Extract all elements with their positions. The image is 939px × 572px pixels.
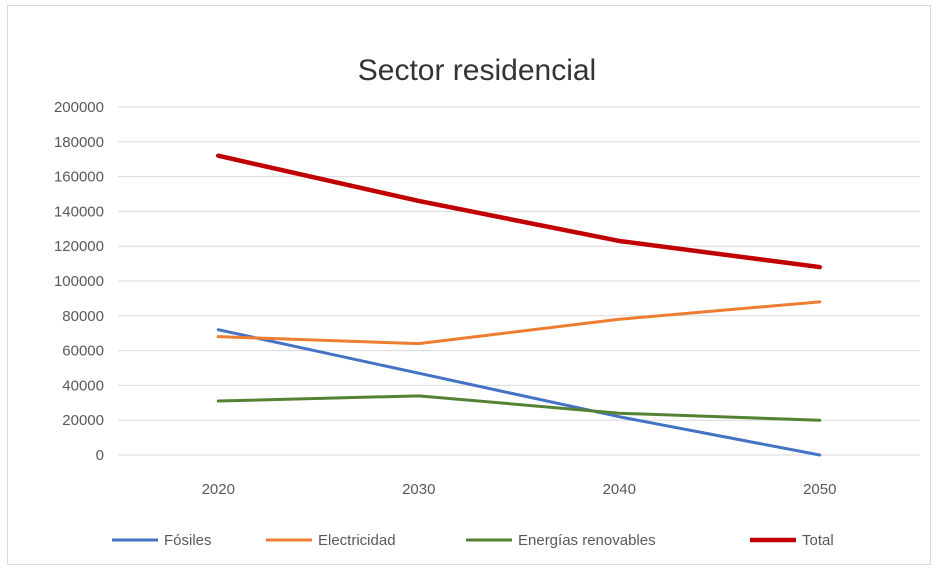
- y-tick-label: 140000: [54, 203, 104, 220]
- y-tick-label: 120000: [54, 238, 104, 255]
- y-tick-label: 40000: [62, 377, 104, 394]
- line-chart: Sector residencial 0 20000 40000 60000 80000…: [54, 54, 920, 549]
- series-line-electricidad: [216, 300, 822, 346]
- legend-label: Energías renovables: [518, 532, 656, 549]
- legend-label: Total: [802, 532, 834, 549]
- legend-label: Fósiles: [164, 532, 212, 549]
- x-tick-label: 2050: [803, 481, 836, 498]
- x-axis-ticks: 2020 2030 2040 2050: [202, 481, 837, 498]
- x-tick-label: 2040: [603, 481, 636, 498]
- y-tick-label: 180000: [54, 134, 104, 151]
- legend: Fósiles Electricidad Energías renovables To…: [112, 532, 834, 549]
- legend-item-energias-renovables: Energías renovables: [466, 532, 656, 549]
- x-tick-label: 2030: [402, 481, 435, 498]
- y-tick-label: 160000: [54, 169, 104, 186]
- y-tick-label: 100000: [54, 273, 104, 290]
- y-tick-label: 20000: [62, 412, 104, 429]
- series-line-total: [216, 153, 822, 270]
- legend-item-electricidad: Electricidad: [266, 532, 396, 549]
- y-tick-label: 200000: [54, 99, 104, 116]
- y-tick-label: 80000: [62, 308, 104, 325]
- legend-item-total: Total: [750, 532, 834, 549]
- legend-item-fosiles: Fósiles: [112, 532, 212, 549]
- y-axis-ticks: 0 20000 40000 60000 80000 100000 120000 140000 1…: [54, 99, 104, 464]
- series-line-energias-renovables: [216, 394, 822, 422]
- legend-label: Electricidad: [318, 532, 396, 549]
- chart-area: Sector residencial 0 20000 40000 60000 80000…: [7, 5, 931, 565]
- x-tick-label: 2020: [202, 481, 235, 498]
- series-lines: [216, 153, 822, 457]
- chart-title: Sector residencial: [358, 54, 596, 87]
- y-tick-label: 60000: [62, 343, 104, 360]
- series-line-fosiles: [216, 328, 822, 457]
- y-tick-label: 0: [96, 447, 104, 464]
- gridlines: [118, 106, 920, 456]
